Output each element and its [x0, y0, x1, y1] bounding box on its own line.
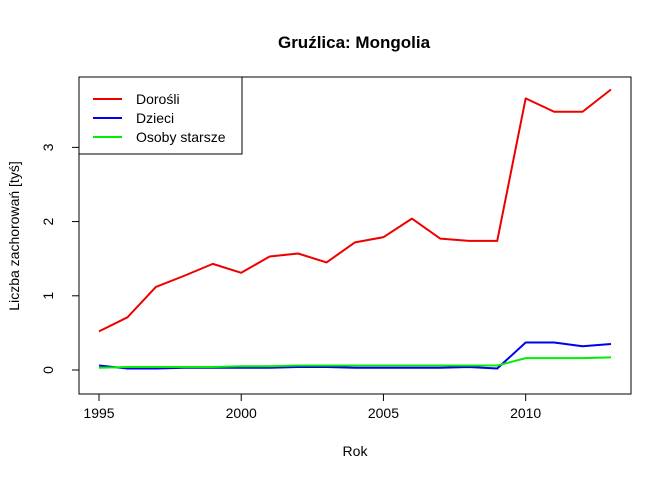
y-tick-label: 1 — [40, 292, 56, 300]
x-axis-label: Rok — [343, 443, 369, 459]
series-line-osoby-starsze — [98, 356, 612, 369]
legend-label-dorosli: Dorośli — [136, 91, 180, 107]
y-axis-label: Liczba zachorowań [tyś] — [6, 161, 22, 310]
x-tick-label: 2005 — [368, 405, 399, 421]
x-tick-label: 1995 — [83, 405, 114, 421]
y-tick-label: 2 — [40, 217, 56, 225]
x-axis: 1995 2000 2005 2010 — [83, 393, 541, 421]
x-tick-label: 2010 — [510, 405, 541, 421]
series-line-dorosli — [98, 88, 612, 333]
x-tick-label: 2000 — [226, 405, 257, 421]
legend-box — [78, 76, 243, 155]
chart-title: Gruźlica: Mongolia — [278, 33, 431, 52]
series-group — [98, 88, 612, 370]
legend: Dorośli Dzieci Osoby starsze — [78, 76, 243, 155]
legend-label-osoby-starsze: Osoby starsze — [136, 129, 226, 145]
y-tick-label: 3 — [40, 143, 56, 151]
y-axis: 0 1 2 3 — [40, 143, 80, 374]
y-tick-label: 0 — [40, 366, 56, 374]
legend-label-dzieci: Dzieci — [136, 110, 174, 126]
